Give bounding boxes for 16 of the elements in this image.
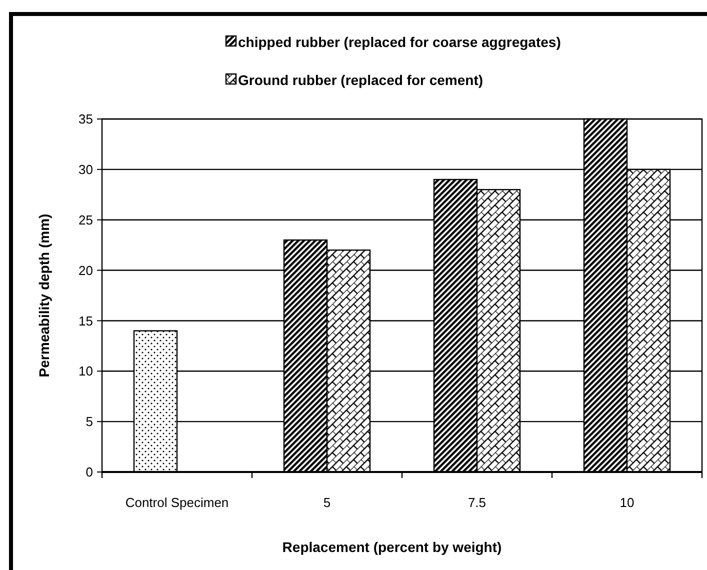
y-axis-title: Permeability depth (mm) bbox=[36, 214, 52, 378]
y-tick-label: 5 bbox=[86, 414, 93, 430]
y-tick-label: 20 bbox=[78, 262, 93, 278]
y-tick-label: 15 bbox=[78, 313, 93, 328]
x-tick-label: 5 bbox=[323, 495, 331, 510]
x-tick-label: 7.5 bbox=[468, 495, 486, 510]
y-tick-label: 10 bbox=[78, 364, 93, 379]
legend-label: Ground rubber (replaced for cement) bbox=[238, 72, 484, 88]
y-tick-label: 30 bbox=[78, 162, 93, 177]
y-tick-label: 35 bbox=[78, 112, 93, 127]
x-axis-title: Replacement (percent by weight) bbox=[282, 539, 502, 555]
y-tick-label: 0 bbox=[86, 464, 93, 480]
x-tick-label: Control Specimen bbox=[125, 495, 229, 510]
y-tick-label: 25 bbox=[78, 212, 93, 228]
legend-label: chipped rubber (replaced for coarse aggregates) bbox=[238, 34, 561, 50]
x-tick-label: 10 bbox=[620, 495, 634, 510]
